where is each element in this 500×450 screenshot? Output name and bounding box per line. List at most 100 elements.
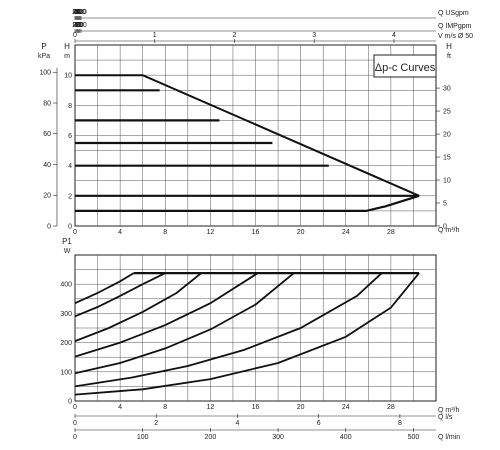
upper-x-tick-label: 24 bbox=[342, 229, 350, 236]
upper-x-tick-label: 0 bbox=[73, 229, 77, 236]
top-axis-label: Q USgpm bbox=[438, 10, 469, 17]
legend-box bbox=[373, 54, 437, 78]
top-axis-tick-label: 3 bbox=[312, 32, 316, 39]
lower-x-axis-label: Q m³/h bbox=[438, 407, 459, 414]
lower-x-tick-label: 12 bbox=[206, 404, 214, 411]
power-series-line-5 bbox=[74, 272, 295, 375]
power-series-line-3 bbox=[74, 272, 202, 342]
pressure-kpa-tick-label: 60 bbox=[43, 131, 51, 138]
head-m-tick-label: 6 bbox=[68, 133, 72, 140]
power-w-tick-label: 100 bbox=[60, 369, 72, 376]
bottom-axis-tick-label: 0 bbox=[73, 420, 77, 427]
bottom-axis-tick-label: 0 bbox=[73, 434, 77, 441]
upper-x-tick-label: 20 bbox=[297, 229, 305, 236]
head-ft-tick-label: 5 bbox=[443, 201, 447, 208]
legend-title: Δp-c Curves bbox=[375, 62, 436, 74]
power-w-tick-label: 400 bbox=[60, 282, 72, 289]
upper-x-tick-label: 8 bbox=[163, 229, 167, 236]
head-m-tick-label: 8 bbox=[68, 103, 72, 110]
lower-chart-grid bbox=[75, 255, 436, 401]
max-curve-line bbox=[75, 74, 420, 197]
pressure-axis-unit: kPa bbox=[38, 53, 50, 60]
head-m-tick-label: 10 bbox=[64, 73, 72, 80]
lower-chart-tick-labels: 0 4 8 12 16 20 24 28 0 100 200 300 400 bbox=[60, 282, 395, 411]
bottom-axis-label: Q l/s bbox=[438, 414, 453, 421]
top-axis-tick-label: 0 bbox=[73, 9, 77, 16]
power-axis-label: P1 bbox=[62, 237, 72, 246]
lower-chart-curves bbox=[74, 272, 420, 396]
bottom-axis-label: Q l/min bbox=[438, 434, 460, 441]
bottom-axis-tick-label: 4 bbox=[235, 420, 239, 427]
lower-x-tick-label: 24 bbox=[342, 404, 350, 411]
top-axis-tick-label: 60 bbox=[74, 9, 82, 16]
upper-x-tick-label: 16 bbox=[252, 229, 260, 236]
lower-x-tick-label: 28 bbox=[387, 404, 395, 411]
top-axis-tick-label: 2 bbox=[233, 32, 237, 39]
head-ft-tick-label: 10 bbox=[443, 178, 451, 185]
upper-x-tick-label: 4 bbox=[118, 229, 122, 236]
bottom-axis-tick-label: 6 bbox=[317, 420, 321, 427]
top-axis-label: V m/s Ø 50 bbox=[438, 33, 473, 40]
lower-x-tick-label: 16 bbox=[252, 404, 260, 411]
head-ft-tick-label: 0 bbox=[443, 224, 447, 231]
power-series-line-7 bbox=[74, 272, 420, 396]
head-ft-tick-label: 15 bbox=[443, 155, 451, 162]
upper-chart-tick-labels: 0 4 8 12 16 20 24 28024681002040608010005101520… bbox=[39, 67, 451, 236]
bottom-axis-tick-label: 200 bbox=[205, 434, 217, 441]
top-axis-tick-label: 0 bbox=[73, 32, 77, 39]
power-axis-unit: W bbox=[64, 248, 71, 255]
bottom-axis-tick-label: 8 bbox=[398, 420, 402, 427]
upper-x-tick-label: 28 bbox=[387, 229, 395, 236]
power-w-tick-label: 0 bbox=[68, 399, 72, 406]
power-w-tick-label: 300 bbox=[60, 311, 72, 318]
pressure-kpa-tick-label: 0 bbox=[47, 224, 51, 231]
top-axis-tick-label: 40 bbox=[73, 9, 81, 16]
head-ft-tick-label: 25 bbox=[443, 109, 451, 116]
head-m-tick-label: 0 bbox=[68, 224, 72, 231]
power-series-line-2 bbox=[74, 272, 166, 318]
head-axis-label-left: H bbox=[64, 42, 70, 51]
bottom-secondary-axes: 0 2 4 6 8 Q l/s 0 100 200 300 400 500 Q l/min bbox=[73, 414, 460, 441]
top-axis-tick-label: 40 bbox=[73, 22, 81, 29]
dp-c-series-line-6 bbox=[75, 194, 420, 212]
head-m-tick-label: 4 bbox=[68, 163, 72, 170]
head-m-tick-label: 2 bbox=[68, 193, 72, 200]
upper-x-tick-label: 12 bbox=[206, 229, 214, 236]
top-axis-tick-label: 80 bbox=[76, 22, 84, 29]
bottom-axis-tick-label: 100 bbox=[137, 434, 149, 441]
lower-x-tick-label: 8 bbox=[163, 404, 167, 411]
lower-x-tick-label: 0 bbox=[73, 404, 77, 411]
upper-x-axis-label: Q m³/h bbox=[438, 227, 459, 234]
top-axis-tick-label: 0 bbox=[73, 22, 77, 29]
upper-chart-curves bbox=[75, 74, 420, 212]
head-ft-tick-label: 20 bbox=[443, 132, 451, 139]
bottom-axis-tick-label: 2 bbox=[154, 420, 158, 427]
lower-x-tick-label: 20 bbox=[297, 404, 305, 411]
power-series-line-4 bbox=[74, 272, 259, 358]
power-w-tick-label: 200 bbox=[60, 340, 72, 347]
bottom-axis-tick-label: 500 bbox=[408, 434, 420, 441]
pressure-axis-label: P bbox=[41, 42, 46, 51]
top-axis-tick-label: 80 bbox=[75, 9, 83, 16]
power-series-line-6 bbox=[74, 272, 383, 388]
top-axis-tick-label: 120 bbox=[75, 9, 87, 16]
head-ft-tick-label: 30 bbox=[443, 86, 451, 93]
top-axis-tick-label: 100 bbox=[75, 22, 87, 29]
top-axis-tick-label: 1 bbox=[153, 32, 157, 39]
power-series-line-1 bbox=[74, 272, 135, 305]
top-axis-tick-label: 20 bbox=[72, 9, 80, 16]
head-axis-label-right: H bbox=[446, 42, 452, 51]
top-axis-tick-label: 100 bbox=[74, 9, 86, 16]
lower-x-tick-label: 4 bbox=[118, 404, 122, 411]
top-axis-tick-label: 20 bbox=[72, 22, 80, 29]
bottom-axis-tick-label: 300 bbox=[272, 434, 284, 441]
head-axis-unit-left: m bbox=[64, 53, 70, 60]
pressure-kpa-tick-label: 20 bbox=[43, 193, 51, 200]
bottom-axis-tick-label: 400 bbox=[340, 434, 352, 441]
top-axis-tick-label: 60 bbox=[75, 22, 83, 29]
top-axis-tick-label: 4 bbox=[392, 32, 396, 39]
pressure-kpa-tick-label: 80 bbox=[43, 100, 51, 107]
head-axis-unit-right: ft bbox=[447, 53, 451, 60]
